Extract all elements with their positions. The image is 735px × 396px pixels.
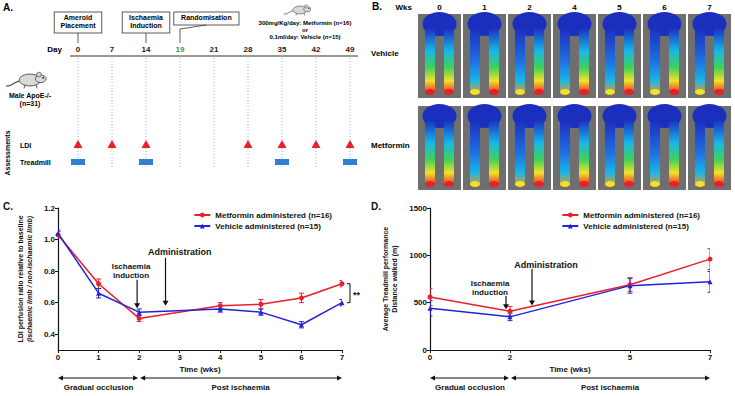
svg-text:Time (wks): Time (wks) bbox=[549, 365, 591, 374]
svg-text:Ischaemia: Ischaemia bbox=[129, 14, 163, 21]
svg-text:1.0: 1.0 bbox=[44, 235, 56, 244]
svg-text:0.1ml/day: Vehicle (n=15): 0.1ml/day: Vehicle (n=15) bbox=[269, 34, 340, 40]
svg-text:21: 21 bbox=[210, 45, 219, 54]
svg-text:Induction: Induction bbox=[130, 22, 162, 29]
svg-text:Gradual occlusion: Gradual occlusion bbox=[435, 383, 505, 392]
svg-text:induction: induction bbox=[472, 288, 508, 297]
svg-text:0: 0 bbox=[437, 3, 442, 12]
svg-text:7: 7 bbox=[340, 353, 345, 362]
svg-text:B.: B. bbox=[372, 1, 382, 12]
svg-text:49: 49 bbox=[346, 45, 355, 54]
svg-text:Vehicle administered (n=15): Vehicle administered (n=15) bbox=[215, 222, 321, 231]
svg-text:Randomisation: Randomisation bbox=[181, 14, 232, 21]
svg-text:500: 500 bbox=[414, 298, 428, 307]
svg-text:300mg/Kg/day: Metformin (n=16): 300mg/Kg/day: Metformin (n=16) bbox=[259, 20, 352, 26]
svg-text:or: or bbox=[302, 27, 309, 33]
svg-text:2: 2 bbox=[527, 3, 532, 12]
svg-text:Gradual occlusion: Gradual occlusion bbox=[64, 383, 134, 392]
svg-text:0: 0 bbox=[422, 345, 427, 355]
svg-text:42: 42 bbox=[312, 45, 321, 54]
svg-text:induction: induction bbox=[113, 271, 149, 280]
svg-text:Post ischaemia: Post ischaemia bbox=[211, 383, 270, 392]
svg-text:4: 4 bbox=[218, 353, 223, 362]
svg-text:6: 6 bbox=[299, 353, 304, 362]
svg-text:Administration: Administration bbox=[514, 260, 578, 270]
svg-text:Male ApoE-/-: Male ApoE-/- bbox=[9, 92, 52, 100]
svg-text:Distance walked (m): Distance walked (m) bbox=[391, 245, 399, 312]
svg-text:Treadmill: Treadmill bbox=[20, 159, 51, 166]
svg-text:Metformin: Metformin bbox=[371, 141, 410, 150]
svg-text:2: 2 bbox=[137, 353, 142, 362]
svg-text:0: 0 bbox=[76, 45, 81, 54]
svg-text:2: 2 bbox=[508, 353, 513, 362]
svg-text:7: 7 bbox=[110, 45, 115, 54]
svg-text:Metformin administered (n=16): Metformin administered (n=16) bbox=[215, 211, 332, 220]
svg-text:Day: Day bbox=[47, 45, 62, 54]
svg-text:Ischaemia: Ischaemia bbox=[112, 262, 151, 271]
svg-text:1: 1 bbox=[482, 3, 487, 12]
svg-text:Average Treadmill performance: Average Treadmill performance bbox=[382, 227, 390, 332]
svg-text:19: 19 bbox=[176, 45, 185, 54]
svg-text:D.: D. bbox=[371, 201, 381, 212]
svg-text:Post ischaemia: Post ischaemia bbox=[581, 383, 640, 392]
svg-text:Administration: Administration bbox=[148, 247, 212, 257]
svg-text:A.: A. bbox=[3, 2, 13, 13]
svg-text:(ischaemic limb / non-ischaemi: (ischaemic limb / non-ischaemic limb) bbox=[26, 215, 34, 342]
svg-text:5: 5 bbox=[259, 353, 264, 362]
svg-text:Wks: Wks bbox=[396, 3, 413, 12]
svg-text:1500: 1500 bbox=[409, 204, 427, 213]
svg-text:Vehicle administered (n=15): Vehicle administered (n=15) bbox=[583, 222, 689, 231]
svg-text:7: 7 bbox=[707, 3, 712, 12]
svg-text:Placement: Placement bbox=[60, 22, 96, 29]
svg-text:35: 35 bbox=[278, 45, 287, 54]
svg-text:0.4: 0.4 bbox=[44, 330, 56, 339]
svg-text:1000: 1000 bbox=[409, 251, 427, 260]
svg-text:C.: C. bbox=[3, 201, 13, 212]
svg-text:5: 5 bbox=[617, 3, 622, 12]
svg-text:4: 4 bbox=[572, 3, 577, 12]
svg-text:Assessments: Assessments bbox=[4, 130, 11, 175]
svg-text:7: 7 bbox=[708, 353, 713, 362]
svg-text:0.8: 0.8 bbox=[44, 267, 56, 276]
svg-text:0: 0 bbox=[428, 353, 433, 362]
svg-text:Ameroid: Ameroid bbox=[64, 14, 92, 21]
svg-text:0: 0 bbox=[56, 353, 61, 362]
svg-text:(n=31): (n=31) bbox=[20, 100, 41, 108]
svg-text:LDI perfusion ratio relative t: LDI perfusion ratio relative to baseline bbox=[17, 215, 25, 342]
svg-text:**: ** bbox=[353, 290, 361, 300]
svg-text:28: 28 bbox=[244, 45, 253, 54]
svg-text:Ischaemia: Ischaemia bbox=[471, 279, 510, 288]
svg-text:6: 6 bbox=[662, 3, 667, 12]
svg-text:14: 14 bbox=[142, 45, 151, 54]
svg-text:LDI: LDI bbox=[20, 142, 31, 149]
svg-text:1.2: 1.2 bbox=[44, 204, 56, 213]
svg-text:Metformin administered (n=16): Metformin administered (n=16) bbox=[583, 211, 700, 220]
svg-text:3: 3 bbox=[177, 353, 182, 362]
svg-text:Time (wks): Time (wks) bbox=[179, 365, 221, 374]
svg-text:Vehicle: Vehicle bbox=[371, 49, 399, 58]
svg-text:5: 5 bbox=[628, 353, 633, 362]
svg-text:0.6: 0.6 bbox=[44, 298, 56, 307]
svg-text:1: 1 bbox=[96, 353, 101, 362]
